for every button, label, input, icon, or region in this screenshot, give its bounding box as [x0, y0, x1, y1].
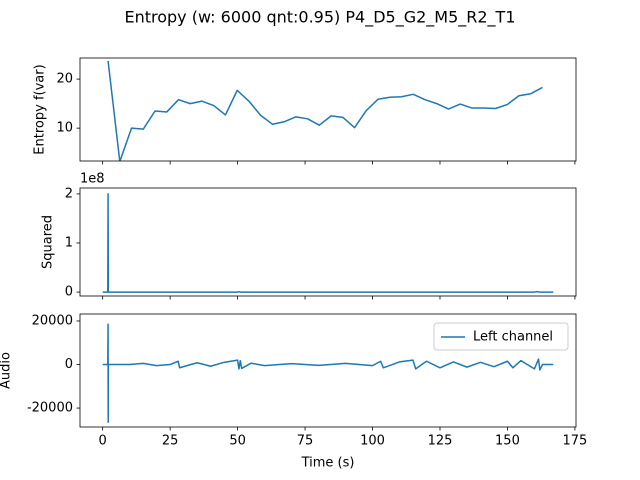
y-axis-label: Squared [41, 215, 56, 269]
data-line [102, 323, 554, 423]
x-tick-label: 100 [360, 434, 385, 449]
y-axis-label: Entropy f(var) [33, 64, 48, 154]
legend-label: Left channel [473, 330, 553, 345]
y-tick-label: 10 [56, 121, 73, 136]
x-tick-label: 175 [563, 434, 588, 449]
y-tick-label: 0 [65, 357, 73, 372]
y-tick-label: 20000 [32, 313, 73, 328]
y-tick-label: 1 [65, 235, 73, 250]
x-tick-label: 25 [162, 434, 179, 449]
y-tick-label: 20 [56, 72, 73, 87]
axes-frame [79, 187, 577, 297]
x-tick-label: 50 [229, 434, 246, 449]
data-line [107, 60, 543, 161]
x-tick-label: 150 [495, 434, 520, 449]
figure-title: Entropy (w: 6000 qnt:0.95) P4_D5_G2_M5_R… [124, 8, 515, 28]
y-axis-label: Audio [0, 352, 14, 389]
x-tick-label: 0 [99, 434, 107, 449]
y-offset-label: 1e8 [80, 172, 105, 187]
y-tick-label: 2 [65, 186, 73, 201]
x-axis-label: Time (s) [301, 456, 355, 471]
y-tick-label: 0 [65, 285, 73, 300]
y-tick-label: -20000 [27, 401, 73, 416]
axes-frame [79, 313, 577, 428]
legend-box [433, 322, 569, 351]
data-line [102, 193, 554, 293]
axes-frame [79, 57, 577, 162]
x-tick-label: 125 [428, 434, 453, 449]
x-tick-label: 75 [297, 434, 314, 449]
